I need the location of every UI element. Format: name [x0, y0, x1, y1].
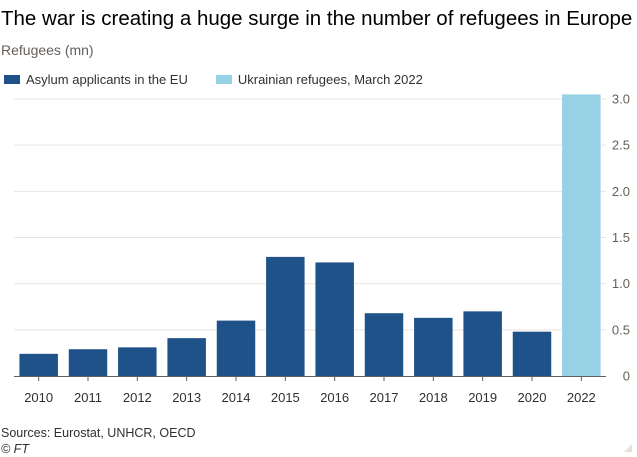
sources-note: Sources: Eurostat, UNHCR, OECD — [1, 426, 196, 440]
bar-asylum-2014 — [216, 320, 256, 376]
legend-item-asylum: Asylum applicants in the EU — [4, 72, 188, 87]
bar-asylum-2016 — [315, 262, 354, 376]
chart-subtitle: Refugees (mn) — [1, 42, 94, 58]
legend-label-asylum: Asylum applicants in the EU — [26, 72, 188, 87]
legend-item-ukraine: Ukrainian refugees, March 2022 — [215, 72, 423, 87]
x-tick-label: 2017 — [370, 390, 399, 405]
bar-asylum-2019 — [463, 311, 502, 376]
bar-ukraine-2022 — [562, 94, 601, 376]
y-tick-label: 1.0 — [612, 276, 630, 291]
x-tick-label: 2016 — [320, 390, 349, 405]
x-tick-label: 2020 — [518, 390, 547, 405]
copyright: © FT — [1, 442, 29, 456]
x-tick-label: 2015 — [271, 390, 300, 405]
legend-swatch-ukraine — [215, 75, 232, 84]
bar-asylum-2013 — [167, 338, 206, 376]
chart-title: The war is creating a huge surge in the … — [1, 7, 633, 30]
bar-asylum-2018 — [414, 317, 453, 376]
y-tick-label: 0 — [623, 369, 630, 384]
legend: Asylum applicants in the EU Ukrainian re… — [4, 72, 451, 87]
bar-asylum-2012 — [118, 347, 157, 376]
bar-asylum-2017 — [364, 313, 404, 376]
legend-label-ukraine: Ukrainian refugees, March 2022 — [237, 72, 423, 87]
y-tick-label: 2.0 — [612, 184, 630, 199]
bar-asylum-2011 — [68, 349, 108, 376]
bar-asylum-2020 — [512, 331, 552, 376]
x-tick-label: 2022 — [567, 390, 596, 405]
x-tick-label: 2018 — [419, 390, 448, 405]
y-tick-label: 0.5 — [612, 322, 630, 337]
bar-asylum-2010 — [19, 353, 58, 376]
footer: Sources: Eurostat, UNHCR, OECD © FT — [1, 425, 196, 457]
x-tick-label: 2010 — [24, 390, 53, 405]
x-tick-label: 2012 — [123, 390, 152, 405]
y-tick-label: 3.0 — [612, 92, 630, 107]
x-tick-label: 2014 — [222, 390, 251, 405]
corner-mark-icon — [624, 444, 632, 452]
x-tick-label: 2019 — [468, 390, 497, 405]
y-tick-label: 2.5 — [612, 138, 630, 153]
legend-swatch-asylum — [4, 75, 20, 84]
bar-asylum-2015 — [266, 256, 305, 376]
x-tick-label: 2011 — [74, 390, 102, 405]
x-tick-label: 2013 — [172, 390, 201, 405]
bar-chart: 0 0.5 1.0 1.5 2.0 2.5 3.0 2010 2011 2012 2013 2014 2… — [14, 92, 630, 405]
y-tick-label: 1.5 — [612, 230, 630, 245]
